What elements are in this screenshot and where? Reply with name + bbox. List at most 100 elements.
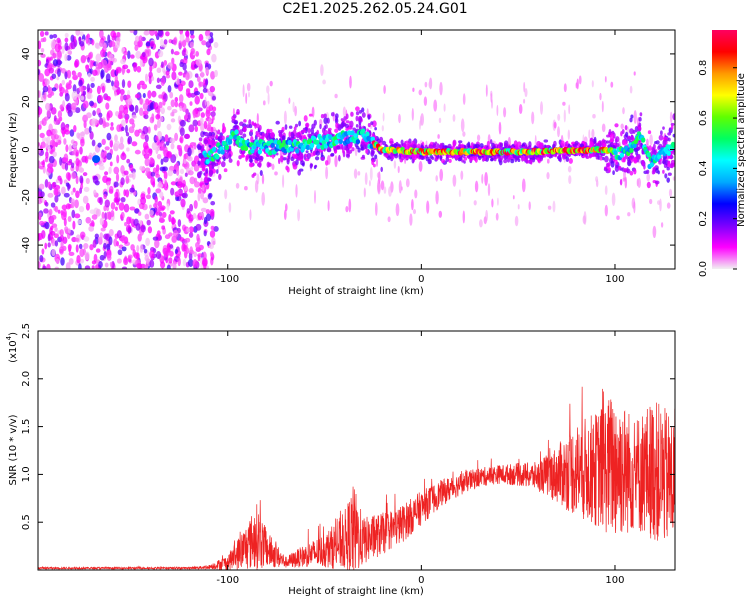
heatmap-cell: [120, 165, 125, 174]
heatmap-cell: [38, 160, 41, 169]
heatmap-cell: [572, 143, 577, 147]
heatmap-cell: [137, 233, 142, 242]
heatmap-cell: [177, 83, 184, 92]
heatmap-cell: [116, 258, 122, 264]
heatmap-cell: [200, 158, 205, 166]
heatmap-cell: [646, 152, 651, 158]
heatmap-cell: [288, 125, 293, 129]
heatmap-cell: [210, 71, 216, 80]
heatmap-cell: [517, 204, 520, 210]
heatmap-cell: [195, 59, 202, 67]
heatmap-cell: [209, 32, 214, 37]
colorbar-tick-label: 0.4: [698, 160, 709, 176]
heatmap-cell: [293, 126, 297, 131]
heatmap-cell: [607, 144, 612, 149]
heatmap-cell: [381, 140, 387, 146]
heatmap-cell: [315, 139, 320, 145]
heatmap-cell: [485, 209, 488, 222]
heatmap-cell: [109, 261, 113, 268]
heatmap-cell: [176, 181, 183, 189]
heatmap-cell: [309, 142, 315, 148]
heatmap-cell: [56, 37, 61, 44]
heatmap-cell: [306, 152, 311, 160]
heatmap-cell: [476, 134, 481, 142]
heatmap-cell: [44, 201, 49, 207]
heatmap-cell: [470, 142, 474, 147]
heatmap-cell: [604, 155, 609, 163]
heatmap-cell: [174, 96, 179, 103]
heatmap-cell: [157, 50, 164, 58]
heatmap-cell: [64, 53, 68, 62]
heatmap-cell: [224, 152, 230, 160]
heatmap-cell: [119, 88, 125, 96]
heatmap-cell: [127, 225, 131, 235]
heatmap-cell: [100, 151, 106, 159]
heatmap-cell: [389, 138, 394, 145]
heatmap-cell: [608, 128, 612, 136]
heatmap-cell: [662, 169, 665, 174]
heatmap-cell: [380, 166, 383, 173]
heatmap-cell: [364, 172, 368, 185]
heatmap-cell: [155, 135, 159, 142]
heatmap-cell: [612, 170, 615, 175]
heatmap-cell: [146, 219, 151, 226]
heatmap-cell: [52, 52, 57, 59]
heatmap-cell: [105, 73, 111, 82]
heatmap-cell: [51, 182, 56, 190]
heatmap-cell: [310, 163, 314, 168]
heatmap-cell: [204, 96, 207, 106]
heatmap-cell: [159, 166, 166, 172]
heatmap-cell: [274, 171, 278, 176]
heatmap-cell: [174, 248, 178, 255]
heatmap-cell: [40, 191, 45, 198]
heatmap-cell: [197, 192, 201, 202]
heatmap-cell: [438, 210, 443, 218]
heatmap-cell: [212, 106, 217, 112]
heatmap-cell: [59, 229, 64, 236]
heatmap-cell: [460, 118, 465, 133]
heatmap-cell: [172, 262, 177, 269]
heatmap-cell: [627, 212, 631, 217]
heatmap-cell: [125, 132, 130, 137]
heatmap-cell: [327, 200, 330, 212]
heatmap-cell: [97, 142, 102, 148]
heatmap-cell: [187, 112, 191, 120]
heatmap-cell: [512, 195, 515, 200]
heatmap-cell: [547, 205, 552, 210]
heatmap-cell: [89, 59, 93, 69]
heatmap-cell: [119, 136, 124, 145]
heatmap-cell: [301, 129, 306, 133]
heatmap-cell: [209, 38, 214, 43]
heatmap-cell: [79, 146, 83, 155]
heatmap-cell: [205, 78, 209, 86]
heatmap-cell: [664, 173, 668, 179]
heatmap-cell: [270, 131, 275, 138]
heatmap-cell: [114, 91, 117, 97]
heatmap-cell: [484, 172, 488, 186]
heatmap-cell: [452, 174, 457, 187]
heatmap-cell: [140, 133, 147, 140]
heatmap-cell: [134, 93, 140, 99]
heatmap-cell: [462, 93, 466, 105]
heatmap-cell: [120, 152, 127, 161]
heatmap-cell: [370, 121, 374, 125]
heatmap-cell: [209, 251, 214, 257]
heatmap-cell: [85, 34, 89, 44]
heatmap-cell: [209, 208, 215, 217]
heatmap-cell: [50, 39, 57, 49]
heatmap-cell: [79, 258, 85, 264]
heatmap-cell: [60, 257, 65, 266]
heatmap-cell: [117, 249, 123, 256]
heatmap-cell: [567, 129, 570, 140]
heatmap-cell: [108, 236, 113, 246]
heatmap-cell: [510, 158, 515, 164]
heatmap-cell: [206, 178, 212, 182]
heatmap-cell: [91, 39, 95, 46]
heatmap-cell: [423, 96, 428, 107]
heatmap-cell: [435, 190, 439, 205]
heatmap-cell: [498, 121, 502, 135]
heatmap-cell: [196, 233, 200, 242]
heatmap-cell: [219, 138, 223, 143]
svg-text:(x104): (x104): [5, 332, 19, 363]
heatmap-cell: [49, 34, 54, 39]
